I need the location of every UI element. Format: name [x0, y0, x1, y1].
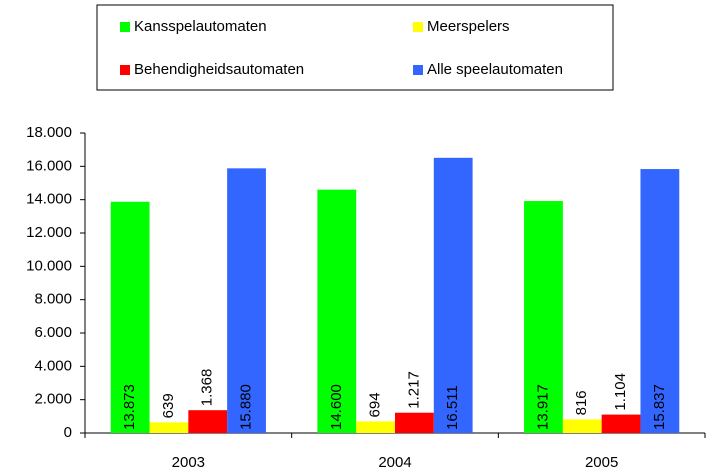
legend-swatch: [120, 65, 130, 75]
bar: [524, 201, 563, 433]
bar: [395, 412, 434, 433]
y-tick-label: 18.000: [26, 124, 72, 141]
legend-swatch: [413, 65, 423, 75]
legend-swatch: [120, 22, 130, 32]
y-tick-label: 14.000: [26, 191, 72, 208]
data-label: 694: [367, 392, 384, 417]
legend-label: Alle speelautomaten: [427, 61, 563, 78]
data-label: 15.880: [238, 384, 255, 430]
data-label: 15.837: [651, 384, 668, 430]
data-label: 13.873: [121, 384, 138, 430]
legend-label: Kansspelautomaten: [134, 18, 267, 35]
bar: [149, 422, 189, 433]
data-label: 14.600: [328, 384, 345, 430]
data-label: 639: [160, 393, 177, 418]
x-tick-label: 2004: [378, 454, 411, 471]
bar: [433, 157, 473, 434]
data-label: 1.368: [199, 369, 216, 407]
data-label: 16.511: [444, 385, 461, 430]
y-tick-label: 8.000: [34, 291, 72, 308]
y-tick-label: 6.000: [34, 324, 72, 341]
legend-swatch: [413, 22, 423, 32]
y-tick-label: 0: [64, 424, 72, 441]
bar: [356, 421, 395, 433]
y-tick-label: 10.000: [26, 257, 72, 274]
legend-label: Behendigheidsautomaten: [134, 61, 304, 78]
x-tick-label: 2005: [585, 454, 618, 471]
legend-label: Meerspelers: [427, 18, 510, 35]
data-label: 1.217: [405, 371, 422, 409]
y-tick-label: 16.000: [26, 157, 72, 174]
bar: [640, 169, 680, 434]
data-label: 13.917: [534, 384, 551, 430]
y-tick-label: 12.000: [26, 224, 72, 241]
data-label: 816: [573, 390, 590, 415]
bar: [188, 410, 228, 433]
data-label: 1.104: [612, 373, 629, 411]
bar: [562, 419, 602, 433]
bar: [227, 168, 266, 434]
bar: [601, 414, 641, 433]
y-tick-label: 2.000: [34, 391, 72, 408]
legend-box: [96, 4, 614, 91]
y-tick-label: 4.000: [34, 357, 72, 374]
bar: [110, 201, 150, 433]
bar: [317, 189, 357, 433]
x-tick-label: 2003: [172, 454, 205, 471]
